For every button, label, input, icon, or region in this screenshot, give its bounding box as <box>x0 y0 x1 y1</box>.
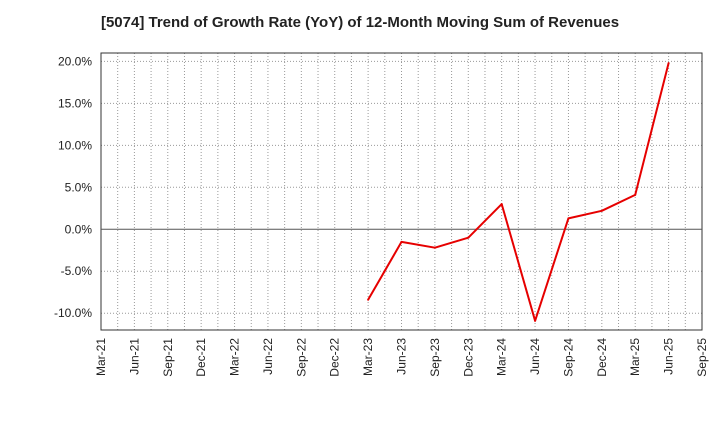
data-point <box>567 217 570 220</box>
data-point <box>634 193 637 196</box>
y-tick-label: -5.0% <box>61 264 93 278</box>
x-tick-label: Jun-22 <box>261 338 275 375</box>
y-axis: 20.0% 15.0% 10.0% 5.0% 0.0% -5.0% -10.0% <box>54 54 92 320</box>
series-layer <box>367 62 670 322</box>
series-line <box>367 62 670 322</box>
data-point <box>467 236 470 239</box>
plot-frame <box>100 52 703 331</box>
x-tick-label: Dec-24 <box>595 338 609 377</box>
x-tick-label: Dec-22 <box>328 338 342 377</box>
y-tick-label: 20.0% <box>58 54 92 68</box>
y-tick-label: 15.0% <box>58 96 92 110</box>
y-tick-label: 5.0% <box>65 180 93 194</box>
x-tick-label: Jun-24 <box>528 338 542 375</box>
x-tick-label: Dec-21 <box>194 338 208 377</box>
data-point <box>600 209 603 212</box>
data-point <box>500 203 503 206</box>
x-tick-label: Mar-23 <box>361 338 375 376</box>
x-tick-label: Mar-24 <box>495 338 509 376</box>
chart-title: [5074] Trend of Growth Rate (YoY) of 12-… <box>100 14 620 31</box>
x-tick-label: Sep-23 <box>428 338 442 377</box>
data-point <box>400 240 403 243</box>
x-tick-label: Dec-23 <box>461 338 475 377</box>
data-point <box>367 298 370 301</box>
x-tick-label: Jun-25 <box>662 338 676 375</box>
data-point <box>667 62 670 65</box>
x-tick-label: Sep-22 <box>294 338 308 377</box>
grid-layer <box>100 53 703 330</box>
x-tick-label: Sep-25 <box>695 338 709 377</box>
x-tick-label: Mar-22 <box>228 338 242 376</box>
x-tick-label: Sep-21 <box>161 338 175 377</box>
y-tick-label: 0.0% <box>65 222 93 236</box>
x-tick-label: Mar-25 <box>628 338 642 376</box>
y-tick-label: 10.0% <box>58 138 92 152</box>
x-tick-label: Sep-24 <box>561 338 575 377</box>
x-tick-label: Jun-23 <box>395 338 409 375</box>
x-tick-label: Mar-21 <box>94 338 108 376</box>
data-point <box>433 246 436 249</box>
data-point <box>534 319 537 322</box>
y-tick-label: -10.0% <box>54 306 92 320</box>
x-axis: Mar-21 Jun-21 Sep-21 Dec-21 Mar-22 Jun-22 Sep-… <box>94 338 709 377</box>
x-tick-label: Jun-21 <box>127 338 141 375</box>
